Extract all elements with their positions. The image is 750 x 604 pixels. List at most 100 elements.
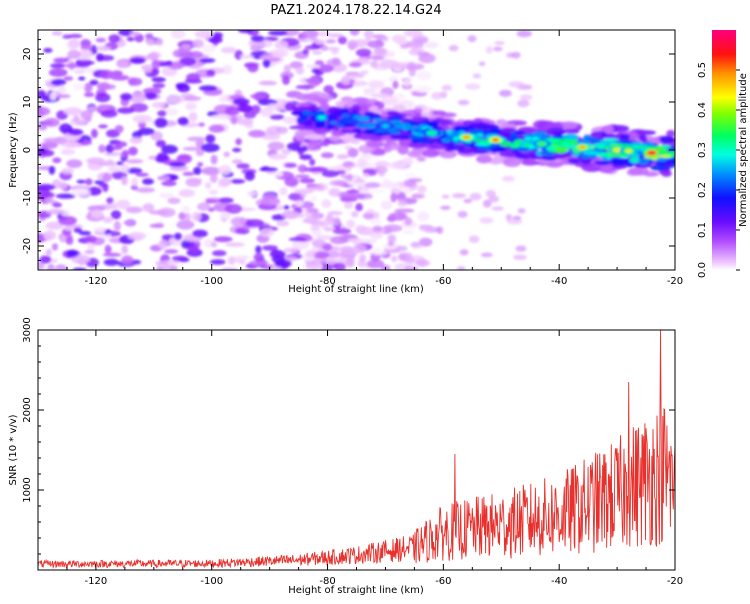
heatmap-cell — [499, 89, 512, 97]
heatmap-cell — [259, 107, 273, 117]
heatmap-cell — [309, 226, 321, 231]
heatmap-cell — [580, 154, 590, 159]
heatmap-cell — [358, 254, 367, 262]
heatmap-cell — [231, 159, 243, 165]
heatmap-cell — [371, 93, 390, 99]
heatmap-cell — [448, 44, 459, 52]
heatmap-y-axis-title: Frequency (Hz) — [8, 112, 19, 188]
heatmap-cell — [57, 84, 67, 94]
heatmap-cell — [142, 64, 153, 73]
heatmap-cell — [38, 124, 48, 131]
heatmap-cell — [129, 57, 146, 64]
heatmap-cell — [334, 180, 348, 187]
heatmap-cell — [55, 193, 76, 199]
heatmap-cell — [374, 160, 390, 168]
heatmap-cell — [187, 136, 206, 142]
snr-y-tick-label: 1000 — [22, 477, 33, 502]
heatmap-cell — [104, 244, 112, 254]
heatmap-cell — [209, 189, 218, 195]
heatmap-x-tick-label: -60 — [435, 276, 451, 287]
heatmap-cell — [517, 208, 526, 214]
heatmap-cell — [411, 46, 424, 53]
heatmap-cell — [507, 219, 523, 225]
heatmap-cell — [255, 245, 262, 254]
heatmap-cell — [50, 78, 67, 86]
heatmap-cell — [401, 127, 409, 131]
heatmap-cell — [488, 128, 502, 135]
heatmap-cell — [499, 141, 512, 147]
heatmap-cell — [369, 218, 382, 225]
heatmap-cell — [321, 199, 332, 209]
heatmap-cell — [210, 154, 218, 165]
heatmap-x-tick-label: -100 — [200, 276, 223, 287]
heatmap-cell — [397, 145, 409, 155]
heatmap-cell — [129, 31, 141, 37]
heatmap-cell — [336, 83, 354, 88]
heatmap-cell — [142, 178, 154, 185]
heatmap-cell — [459, 249, 469, 256]
heatmap-cell — [267, 141, 285, 151]
heatmap-cell — [184, 212, 191, 222]
heatmap-cell — [349, 30, 360, 36]
heatmap-cell — [418, 224, 433, 229]
heatmap-cell — [106, 159, 114, 164]
heatmap-cell — [604, 134, 616, 139]
heatmap-cell — [329, 121, 338, 125]
heatmap-cell — [125, 167, 143, 174]
snr-x-tick-label: -100 — [200, 576, 223, 587]
heatmap-hotspot — [428, 131, 436, 135]
heatmap-cell — [185, 102, 198, 111]
heatmap-cell — [128, 146, 138, 156]
heatmap-cell — [197, 202, 211, 211]
heatmap-cell — [363, 213, 375, 220]
heatmap-cell — [259, 167, 279, 172]
heatmap-cell — [158, 176, 171, 181]
heatmap-cell — [87, 205, 106, 212]
heatmap-cell — [265, 125, 285, 136]
heatmap-cell — [363, 88, 377, 93]
snr-x-tick-label: -40 — [551, 576, 567, 587]
heatmap-cell — [326, 58, 342, 67]
heatmap-cell — [38, 261, 45, 270]
heatmap-cell — [129, 137, 143, 144]
heatmap-cell — [340, 174, 350, 179]
heatmap-cell — [298, 37, 311, 43]
heatmap-cell — [353, 178, 366, 183]
heatmap-cell — [345, 118, 359, 124]
heatmap-cell — [220, 267, 238, 270]
heatmap-cell — [102, 252, 122, 257]
heatmap-cell — [283, 64, 291, 73]
heatmap-cell — [108, 34, 121, 43]
heatmap-cell — [386, 110, 400, 116]
heatmap-cell — [516, 30, 532, 38]
heatmap-cell — [225, 106, 240, 116]
heatmap-cell — [392, 104, 406, 113]
heatmap-cell — [362, 173, 370, 178]
heatmap-cell — [53, 57, 69, 64]
heatmap-cell — [58, 181, 68, 190]
heatmap-cell — [125, 206, 143, 214]
heatmap-cell — [59, 234, 67, 243]
heatmap-cell — [390, 192, 397, 203]
heatmap-cell — [48, 68, 68, 77]
heatmap-cell — [375, 118, 382, 124]
heatmap-cell — [359, 238, 378, 244]
heatmap-cell — [325, 39, 337, 44]
heatmap-x-axis-title: Height of straight line (km) — [288, 284, 424, 295]
heatmap-cell — [482, 199, 492, 208]
heatmap-cell — [52, 202, 63, 208]
heatmap-cell — [156, 266, 164, 270]
heatmap-cell — [657, 160, 667, 165]
heatmap-cell — [152, 83, 166, 89]
heatmap-cell — [78, 76, 86, 81]
heatmap-cell — [161, 264, 178, 270]
heatmap-cell — [152, 68, 160, 75]
heatmap-cell — [41, 191, 55, 199]
heatmap-cell — [493, 46, 503, 52]
heatmap-cell — [319, 64, 334, 73]
heatmap-cell — [612, 159, 630, 166]
heatmap-cell — [198, 85, 218, 92]
heatmap-cell — [276, 220, 290, 227]
heatmap-cell — [232, 98, 250, 106]
